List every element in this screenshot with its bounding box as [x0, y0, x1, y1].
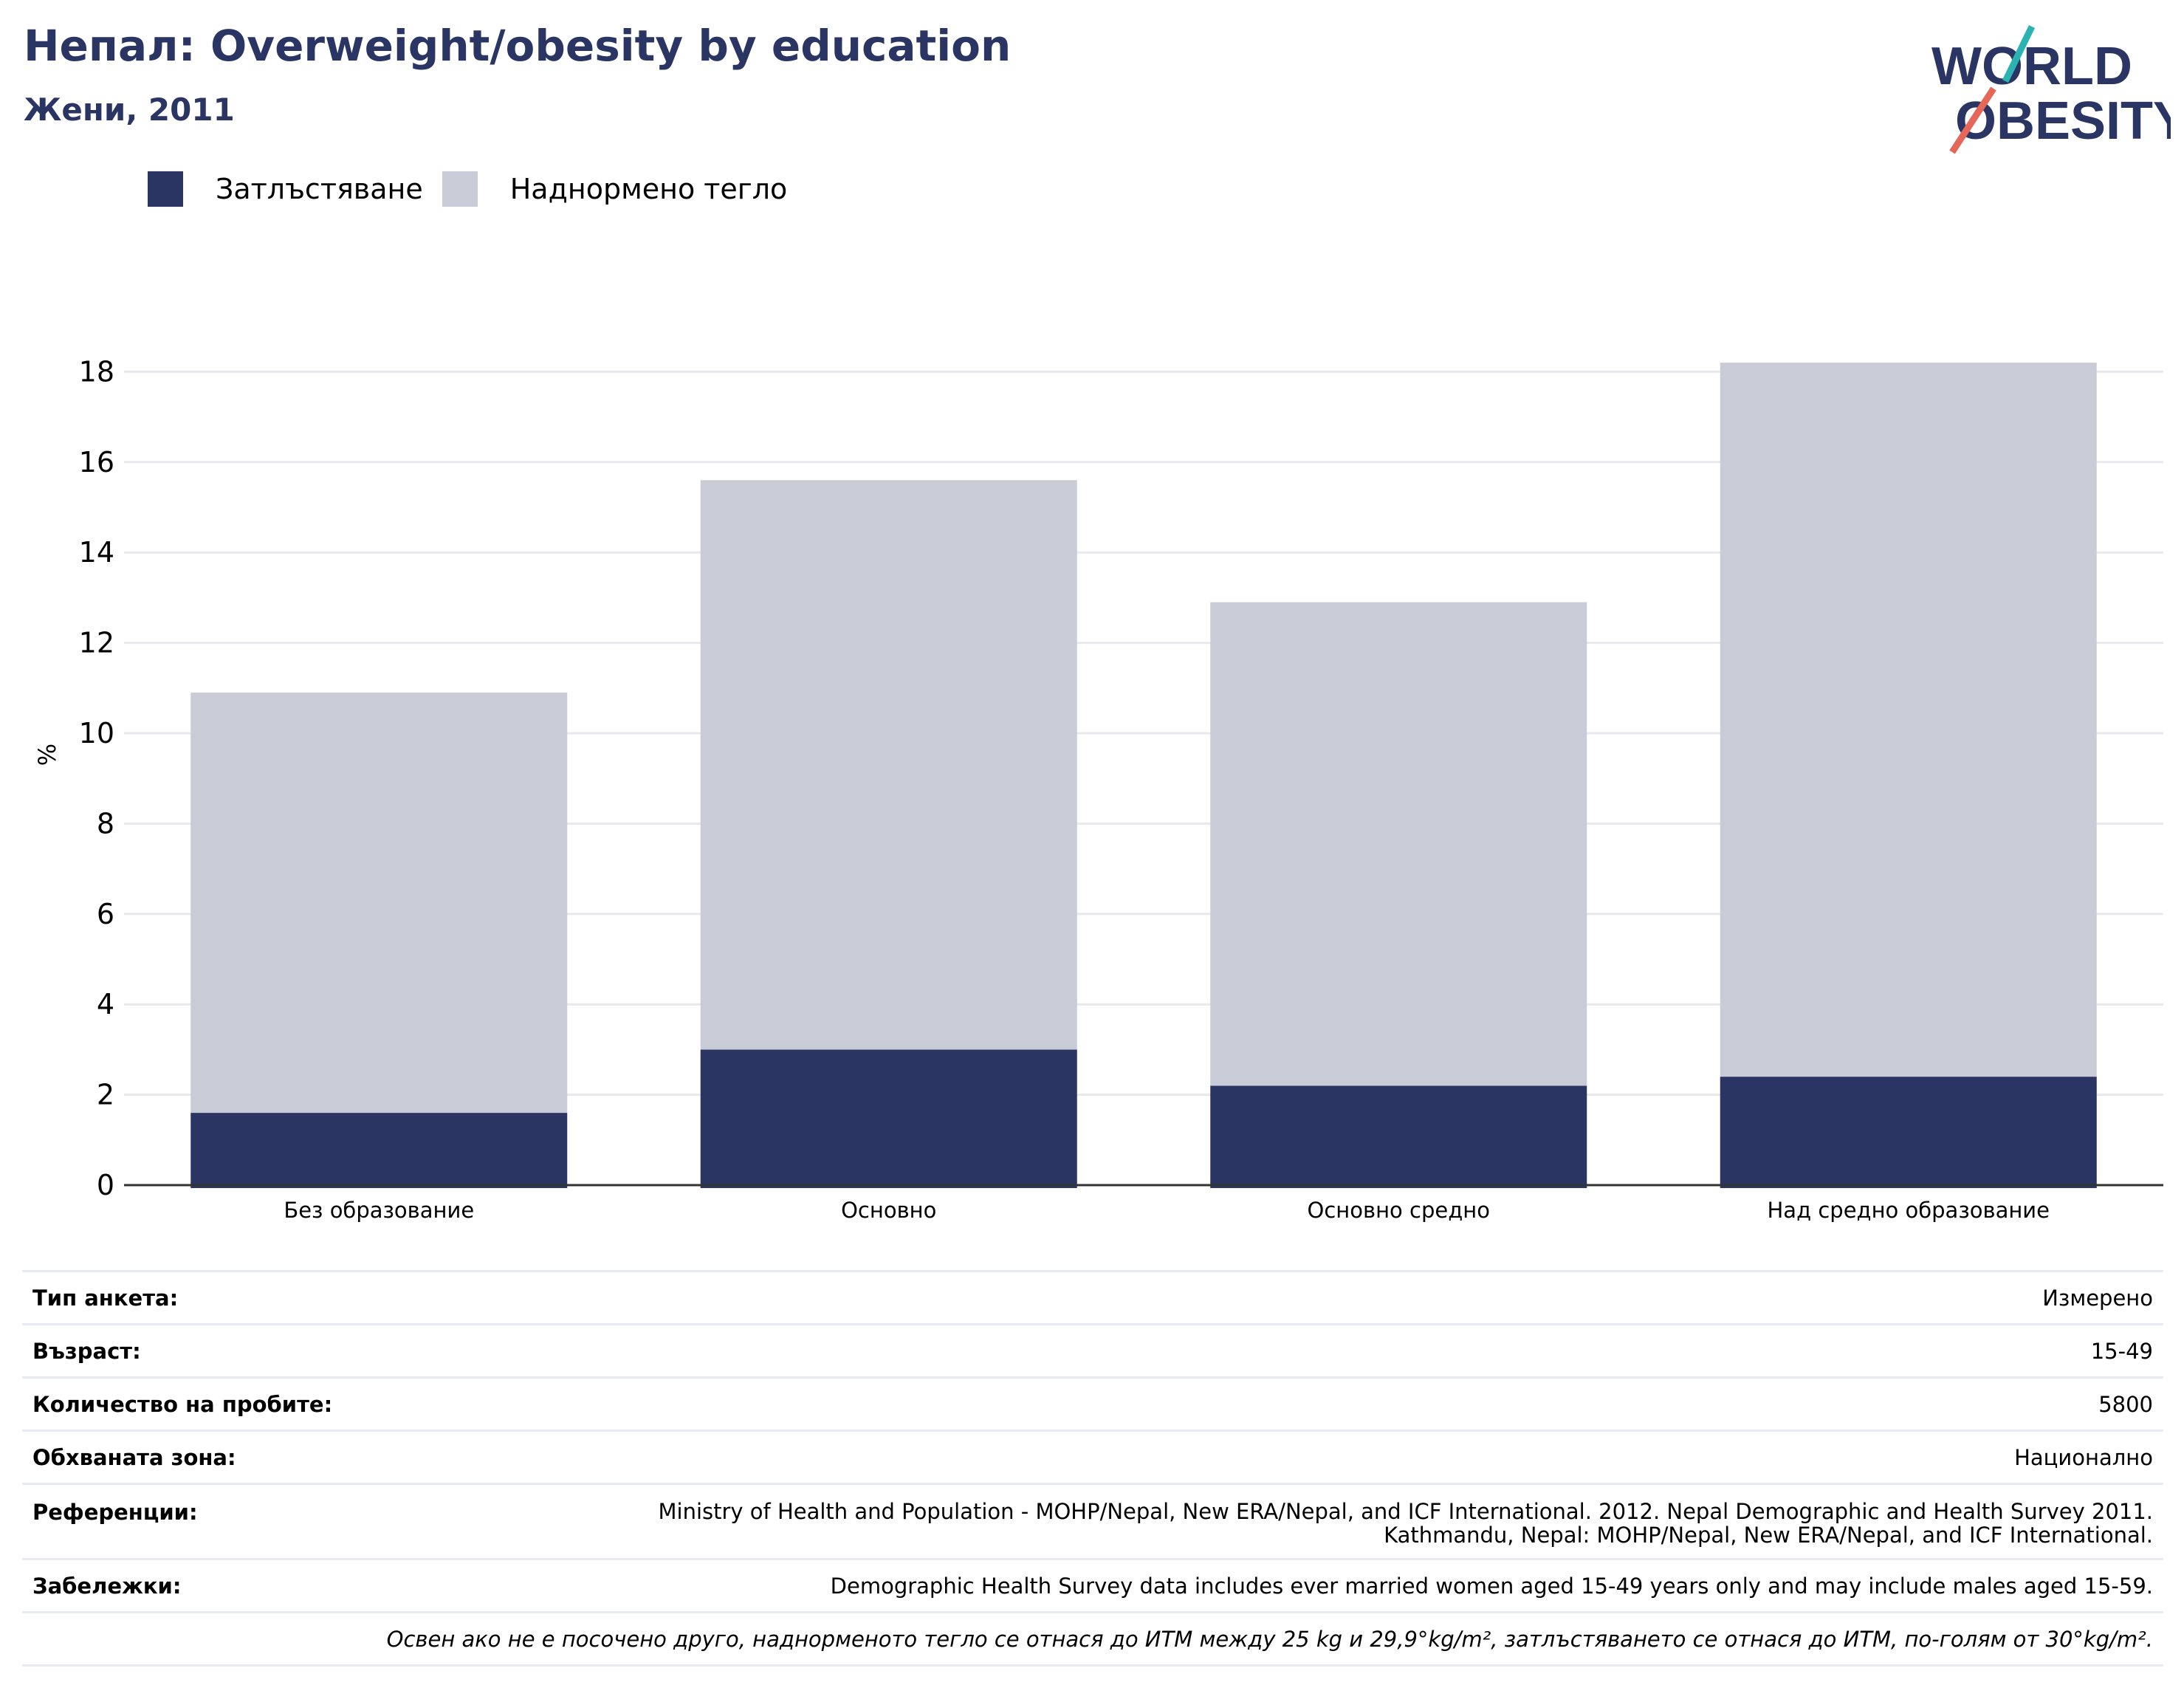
meta-value: Национално	[396, 1430, 2163, 1484]
legend-label-obesity: Затлъстяване	[216, 173, 423, 205]
reference-line-1: Ministry of Health and Population - MOHP…	[658, 1499, 2153, 1524]
meta-row-survey-type: Тип анкета: Измерено	[22, 1270, 2163, 1325]
reference-line-2: Kathmandu, Nepal: MOHP/Nepal, New ERA/Ne…	[1384, 1523, 2153, 1548]
meta-key: Количество на пробите:	[22, 1376, 396, 1431]
meta-key: Референции:	[22, 1483, 396, 1559]
meta-key: Тип анкета:	[22, 1270, 396, 1325]
world-obesity-logo: WORLD OBESITY	[1931, 25, 2171, 154]
meta-value: Измерено	[396, 1270, 2163, 1325]
meta-key: Възраст:	[22, 1323, 396, 1378]
meta-key: Забележки:	[22, 1558, 396, 1613]
legend: Затлъстяване Наднормено тегло	[148, 171, 806, 207]
meta-row-age: Възраст: 15-49	[22, 1323, 2163, 1378]
y-axis-label: %	[33, 744, 61, 766]
meta-row-area: Обхваната зона: Национално	[22, 1430, 2163, 1484]
meta-key: Обхваната зона:	[22, 1430, 396, 1484]
bar-overweight-2	[700, 480, 1077, 1050]
meta-row-footnote: Освен ако не е посочено друго, наднормен…	[22, 1611, 2163, 1667]
y-tick-label: 14	[79, 536, 114, 569]
chart-title: Непал: Overweight/obesity by education	[24, 21, 1012, 71]
legend-label-overweight: Наднормено тегло	[509, 173, 788, 205]
x-tick-label: Основно средно	[1308, 1198, 1490, 1223]
y-tick-label: 10	[79, 717, 114, 749]
logo-coral-stroke	[1949, 86, 1996, 154]
meta-value: 15-49	[396, 1323, 2163, 1378]
bar-obesity-1	[190, 1113, 568, 1188]
chart-subtitle: Жени, 2011	[24, 92, 235, 128]
logo-line1: WORLD	[1931, 37, 2132, 96]
x-tick-label: Основно	[841, 1198, 936, 1223]
y-tick-label: 2	[97, 1079, 114, 1111]
bar-obesity-3	[1210, 1085, 1587, 1188]
y-tick-label: 0	[97, 1169, 114, 1201]
legend-swatch-obesity	[148, 171, 183, 207]
bar-overweight-4	[1720, 363, 2097, 1077]
meta-row-sample-size: Количество на пробите: 5800	[22, 1376, 2163, 1431]
logo-teal-stroke	[2002, 25, 2036, 83]
bar-overweight-1	[190, 692, 568, 1113]
logo-line2: OBESITY	[1955, 92, 2171, 151]
meta-row-references: Референции: Ministry of Health and Popul…	[22, 1483, 2163, 1559]
y-tick-label: 6	[97, 898, 114, 930]
survey-info-table: Тип анкета: Измерено Възраст: 15-49 Коли…	[22, 1270, 2163, 1667]
y-tick-label: 4	[97, 988, 114, 1020]
y-tick-label: 16	[79, 446, 114, 478]
footnote: Освен ако не е посочено друго, наднормен…	[22, 1611, 2163, 1667]
meta-row-notes: Забележки: Demographic Health Survey dat…	[22, 1558, 2163, 1613]
x-tick-label: Над средно образование	[1768, 1198, 2050, 1223]
meta-value: 5800	[396, 1376, 2163, 1431]
x-tick-label: Без образование	[284, 1198, 474, 1223]
bar-overweight-3	[1210, 602, 1587, 1086]
y-tick-label: 12	[79, 627, 114, 659]
meta-value: Demographic Health Survey data includes …	[396, 1558, 2163, 1613]
y-tick-label: 18	[79, 355, 114, 388]
bar-obesity-4	[1720, 1077, 2097, 1188]
stacked-bar-chart: 0 2 4 6 8 10 12 14 16 18% Без образование Основно Ос…	[33, 355, 2163, 1223]
y-tick-label: 8	[97, 807, 114, 840]
legend-swatch-overweight	[442, 171, 478, 207]
bar-obesity-2	[700, 1049, 1077, 1188]
